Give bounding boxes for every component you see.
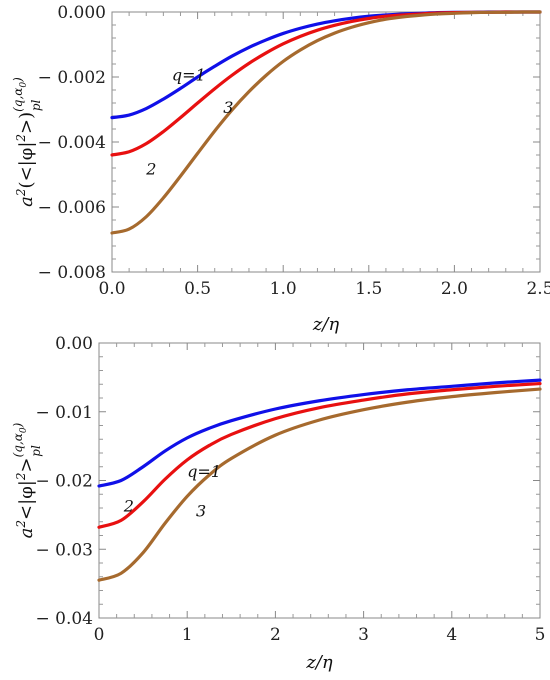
x-tick-label: 0.5 — [184, 279, 211, 299]
y-tick-label: − 0.004 — [38, 133, 106, 153]
x-axis-label: z/η — [312, 314, 340, 335]
x-tick-label: 0 — [94, 625, 105, 645]
y-tick-label: 0.000 — [57, 3, 106, 23]
curve-label-3: 3 — [223, 98, 233, 117]
series-line-3 — [110, 10, 542, 235]
x-tick-label: 1 — [182, 625, 193, 645]
curve-label-3: 3 — [196, 501, 206, 520]
x-tick-label: 0.0 — [98, 279, 125, 299]
y-tick-label: 0.00 — [55, 334, 93, 354]
x-tick-label: 4 — [446, 625, 457, 645]
series-line-3 — [97, 387, 542, 582]
series-line-1 — [97, 378, 542, 488]
y-tick-label: − 0.03 — [36, 540, 94, 560]
y-tick-label: − 0.008 — [38, 263, 106, 283]
curve-label-2: 2 — [145, 160, 156, 179]
series-line-2 — [97, 381, 542, 529]
chart-panel-1: 0.0 0.5 1.0 1.5 2.0 2.5 − 0.008 − 0.006 − 0.004 −… — [11, 3, 550, 335]
y-tick-label: − 0.01 — [36, 403, 94, 423]
plot-frame — [111, 11, 541, 273]
y-axis-label: a2(<|φ|2>)(q,α0)pl — [11, 77, 43, 207]
x-tick-label: 1.5 — [355, 279, 382, 299]
y-tick-label: − 0.006 — [38, 198, 106, 218]
chart-panel-2: 0 1 2 3 4 5 − 0.04 − 0.03 − 0.02 − 0.01 0.00 q=1 2 3 z… — [11, 334, 545, 673]
y-tick-label: − 0.002 — [38, 68, 106, 88]
x-tick-label: 2.0 — [441, 279, 468, 299]
x-tick-label: 2.5 — [526, 279, 550, 299]
curve-label-2: 2 — [123, 496, 134, 515]
x-tick-label: 1.0 — [270, 279, 297, 299]
x-tick-label: 2 — [270, 625, 281, 645]
curve-label-1: q=1 — [187, 462, 221, 481]
x-axis-label: z/η — [305, 652, 333, 673]
y-tick-label: − 0.04 — [36, 609, 94, 629]
curve-label-1: q=1 — [172, 65, 206, 84]
x-tick-label: 5 — [535, 625, 546, 645]
y-axis-label: a2<|φ|2>(q,α0)pl — [11, 422, 43, 538]
y-tick-label: − 0.02 — [36, 472, 94, 492]
x-tick-label: 3 — [358, 625, 369, 645]
